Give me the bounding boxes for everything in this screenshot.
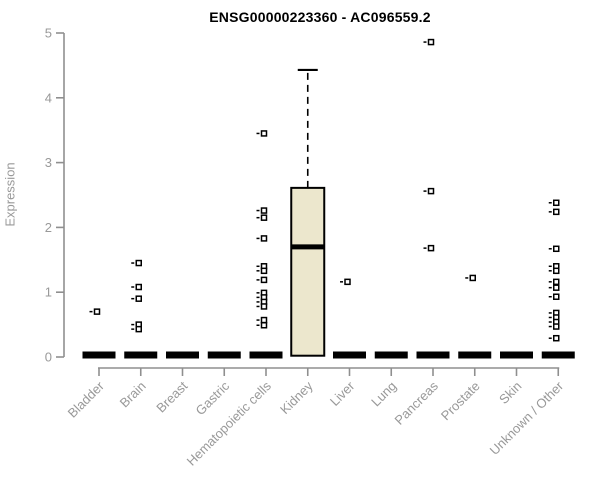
outlier-point — [553, 293, 560, 300]
y-tick-label: 3 — [45, 155, 52, 170]
zero-median-bar — [374, 351, 408, 359]
outlier-point — [427, 244, 435, 252]
outlier-point — [553, 278, 560, 286]
x-category-label: Skin — [496, 378, 524, 406]
chart-title: ENSG00000223360 - AC096559.2 — [209, 9, 431, 25]
outlier-point — [553, 267, 560, 275]
zero-median-bar — [458, 351, 492, 359]
zero-median-bar — [249, 351, 283, 359]
x-category-label: Pancreas — [392, 378, 442, 428]
x-category-label: Prostate — [438, 378, 483, 423]
outlier-point — [553, 334, 560, 342]
outlier-point — [93, 308, 101, 315]
outlier-point — [260, 130, 268, 137]
outlier-point — [553, 208, 560, 216]
zero-median-bar — [124, 351, 158, 359]
zero-median-bar — [166, 351, 199, 359]
zero-median-bar — [541, 351, 575, 359]
y-tick-label: 2 — [45, 220, 52, 235]
outlier-point — [427, 187, 435, 195]
outlier-point — [260, 303, 268, 310]
y-tick-label: 4 — [45, 90, 52, 105]
x-category-label: Lung — [368, 378, 399, 409]
x-category-label: Kidney — [277, 378, 316, 417]
outlier-point — [135, 295, 142, 302]
x-category-label: Unknown / Other — [487, 378, 567, 458]
zero-median-bar — [500, 351, 533, 359]
outlier-point — [135, 325, 142, 333]
zero-median-bar — [416, 351, 450, 359]
outlier-point — [260, 276, 268, 284]
y-tick-label: 1 — [45, 285, 52, 300]
outlier-point — [427, 38, 435, 46]
outlier-point — [553, 245, 560, 253]
outlier-point — [344, 278, 351, 286]
outlier-point — [260, 267, 268, 275]
outlier-point — [553, 323, 560, 330]
boxplot-box — [290, 186, 326, 357]
x-category-label: Liver — [327, 378, 358, 409]
x-category-label: Gastric — [192, 378, 232, 418]
outlier-point — [135, 259, 142, 267]
x-category-label: Bladder — [65, 378, 108, 421]
outlier-point — [553, 284, 560, 291]
outlier-point — [469, 274, 476, 282]
outlier-point — [135, 283, 142, 291]
outlier-point — [260, 235, 268, 242]
zero-median-bar — [82, 351, 116, 359]
y-axis-title: Expression — [2, 162, 18, 227]
outlier-point — [553, 199, 560, 207]
zero-median-bar — [333, 351, 366, 359]
y-tick-label: 0 — [45, 350, 52, 365]
outlier-point — [260, 207, 268, 214]
zero-median-bar — [207, 351, 241, 359]
outlier-point — [260, 316, 268, 324]
x-category-label: Breast — [153, 378, 190, 415]
outlier-point — [260, 321, 268, 329]
x-category-label: Brain — [117, 378, 149, 410]
outlier-point — [260, 214, 268, 221]
y-tick-label: 5 — [45, 26, 52, 41]
